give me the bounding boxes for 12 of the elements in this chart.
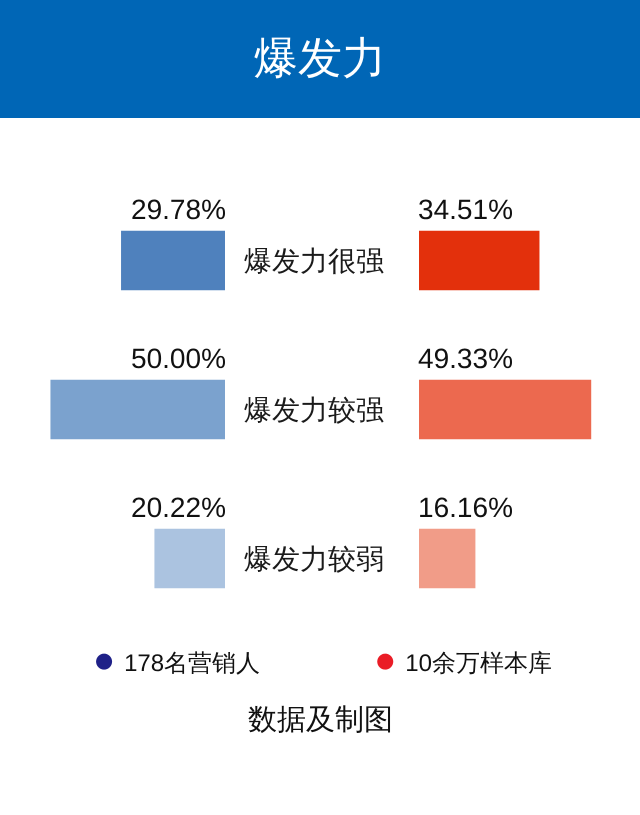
data-label: 50.00% <box>131 343 226 374</box>
y-tick-label: 爆发力较弱 <box>244 543 384 574</box>
text: 数据及制图 <box>248 704 393 736</box>
data-label: 34.51% <box>418 194 513 225</box>
y-tick-label: 爆发力较强 <box>244 394 384 426</box>
data-label: 49.33% <box>418 343 513 374</box>
data-label: 20.22% <box>131 492 226 523</box>
text: 178名营销人 <box>124 650 260 678</box>
data-label: 16.16% <box>418 492 513 523</box>
data-label: 29.78% <box>131 194 226 225</box>
y-tick-label: 爆发力很强 <box>244 245 384 276</box>
text: 10余万样本库 <box>405 650 552 678</box>
